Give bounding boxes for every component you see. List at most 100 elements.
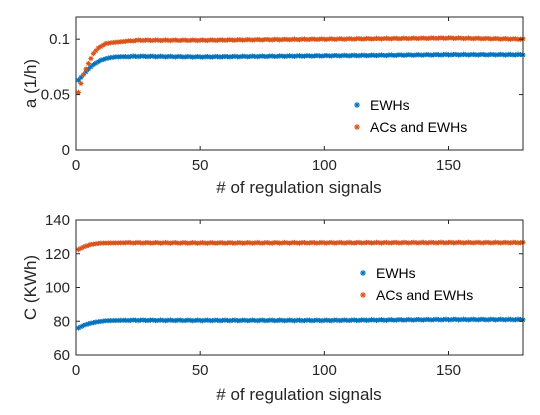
data-point bbox=[88, 64, 94, 70]
x-tick-label: 50 bbox=[192, 362, 209, 379]
data-point bbox=[150, 53, 156, 59]
data-point bbox=[475, 35, 481, 41]
data-point bbox=[388, 240, 394, 246]
data-point bbox=[209, 240, 216, 246]
data-point bbox=[421, 239, 427, 246]
data-point bbox=[329, 239, 335, 246]
y-tick-label: 140 bbox=[45, 212, 70, 229]
data-point bbox=[512, 317, 519, 323]
bottom-plot-xlabel: # of regulation signals bbox=[216, 385, 381, 404]
legend-symbol bbox=[354, 124, 360, 130]
bottom-plot-markers bbox=[75, 239, 526, 331]
data-point bbox=[334, 36, 340, 42]
data-point bbox=[237, 54, 243, 60]
data-point bbox=[100, 56, 106, 63]
data-point bbox=[88, 55, 94, 62]
legend-label-acs-and-ewhs: ACs and EWHs bbox=[376, 287, 473, 303]
data-point bbox=[177, 53, 183, 60]
data-point bbox=[264, 53, 270, 60]
data-point bbox=[209, 54, 216, 60]
legend-marker-ewhs bbox=[354, 102, 360, 108]
data-point bbox=[421, 317, 427, 323]
data-point bbox=[269, 317, 275, 323]
data-point bbox=[75, 246, 82, 253]
data-point bbox=[103, 56, 109, 62]
top-plot-xlabel: # of regulation signals bbox=[216, 178, 381, 197]
data-point bbox=[388, 36, 394, 42]
data-point bbox=[383, 52, 390, 59]
data-point bbox=[90, 62, 96, 68]
y-tick-label: 120 bbox=[45, 246, 70, 263]
data-point bbox=[209, 318, 216, 324]
data-point bbox=[123, 38, 129, 44]
y-tick-label: 0.1 bbox=[49, 31, 70, 48]
data-point bbox=[361, 36, 367, 42]
data-point bbox=[448, 317, 454, 323]
x-tick-label: 0 bbox=[72, 362, 80, 379]
bottom-plot-ylabel: C (KWh) bbox=[21, 255, 40, 320]
data-point bbox=[296, 240, 303, 246]
data-point bbox=[324, 36, 330, 43]
legend-label-ewhs: EWHs bbox=[376, 265, 416, 281]
data-point bbox=[93, 60, 99, 66]
bottom-plot-ticks: 0 50 100 150 60 80 100 120 140 bbox=[45, 212, 523, 379]
data-point bbox=[237, 318, 243, 324]
top-plot-legend: EWHs ACs and EWHs bbox=[354, 97, 467, 135]
data-point bbox=[507, 316, 514, 322]
legend-marker-ewhs bbox=[360, 270, 366, 276]
x-tick-label: 50 bbox=[192, 157, 209, 174]
data-point bbox=[83, 322, 89, 328]
data-point bbox=[242, 240, 248, 246]
top-plot-ticks: 0 50 100 150 0 0.05 0.1 bbox=[41, 17, 523, 174]
data-point bbox=[296, 317, 303, 323]
data-point bbox=[78, 80, 84, 87]
data-point bbox=[393, 52, 399, 58]
y-tick-label: 80 bbox=[53, 313, 70, 330]
y-tick-label: 100 bbox=[45, 280, 70, 297]
data-point bbox=[75, 89, 82, 95]
data-point bbox=[296, 37, 303, 43]
data-point bbox=[88, 320, 94, 326]
data-point bbox=[90, 320, 96, 326]
data-point bbox=[242, 37, 248, 43]
data-point bbox=[512, 239, 519, 245]
data-point bbox=[177, 240, 183, 246]
data-point bbox=[269, 240, 275, 246]
data-point bbox=[361, 240, 367, 246]
data-point bbox=[150, 317, 156, 323]
data-point bbox=[205, 37, 211, 44]
legend-marker-acs-and-ewhs bbox=[360, 292, 366, 298]
data-point bbox=[85, 242, 92, 248]
legend-symbol bbox=[360, 270, 366, 276]
legend-symbol bbox=[354, 102, 360, 108]
data-point bbox=[205, 240, 211, 246]
data-point bbox=[75, 77, 82, 83]
data-point bbox=[133, 37, 139, 44]
legend-marker-acs-and-ewhs bbox=[354, 124, 360, 130]
data-point bbox=[83, 66, 89, 72]
data-point bbox=[130, 38, 136, 44]
data-point bbox=[80, 322, 87, 329]
data-point bbox=[100, 42, 106, 48]
data-point bbox=[269, 37, 275, 43]
data-point bbox=[507, 240, 514, 246]
data-point bbox=[98, 57, 104, 63]
data-point bbox=[205, 317, 211, 323]
data-point bbox=[512, 36, 519, 42]
data-point bbox=[393, 317, 399, 323]
data-point bbox=[93, 48, 99, 54]
data-point bbox=[95, 59, 101, 65]
data-point bbox=[480, 316, 486, 322]
data-point bbox=[448, 239, 454, 245]
data-point bbox=[356, 53, 362, 59]
data-point bbox=[237, 240, 243, 246]
top-plot: 0 50 100 150 0 0.05 0.1 # of regulation signal… bbox=[21, 16, 526, 197]
data-point bbox=[85, 321, 92, 327]
x-tick-label: 100 bbox=[312, 157, 337, 174]
data-point bbox=[448, 35, 454, 41]
data-point bbox=[177, 317, 183, 323]
y-tick-label: 0 bbox=[62, 142, 70, 159]
data-point bbox=[145, 239, 151, 246]
data-point bbox=[90, 50, 96, 57]
